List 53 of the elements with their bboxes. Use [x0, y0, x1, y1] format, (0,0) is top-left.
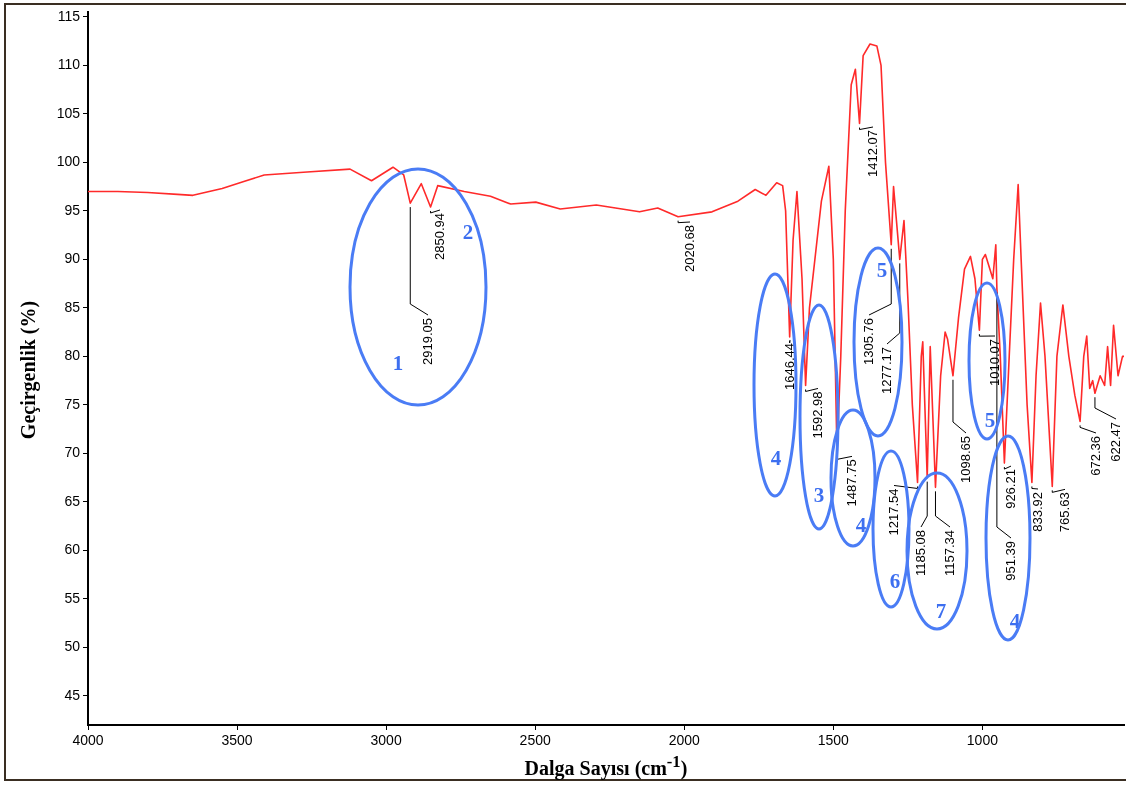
annotation: 1487.75 [843, 459, 859, 507]
x-tick-label: 1000 [966, 732, 999, 749]
annotation: 1217.54 [885, 488, 901, 536]
annotation: 5 [876, 258, 888, 283]
annotation: 6 [889, 569, 901, 594]
annotation: 622.47 [1107, 422, 1123, 462]
x-tick-label: 2500 [519, 732, 551, 749]
annotation: 1646.44 [781, 342, 797, 390]
x-tick-label: 3500 [221, 732, 253, 749]
annotation: 672.36 [1087, 436, 1103, 476]
y-tick-label: 90 [64, 250, 81, 267]
x-tick-label: 2000 [668, 732, 701, 749]
y-tick-label: 45 [64, 686, 81, 703]
y-tick-label: 80 [64, 347, 81, 364]
annotation: 1098.65 [957, 436, 973, 483]
y-tick-label: 105 [56, 104, 81, 121]
y-tick-label: 70 [64, 444, 81, 461]
x-axis-title: Dalga Sayısı (cm$^{-1}$) [523, 752, 689, 780]
annotation: 4 [855, 513, 867, 538]
x-tick-label: 3000 [370, 732, 402, 749]
annotation: 1010.07 [986, 339, 1002, 386]
annotation: 1157.34 [941, 530, 957, 577]
annotation: 951.39 [1002, 541, 1018, 581]
annotation: 1 [392, 351, 404, 376]
annotation: 1277.17 [878, 347, 894, 394]
y-tick-label: 60 [64, 541, 81, 558]
y-tick-label: 95 [64, 201, 81, 218]
annotation: 1592.98 [809, 391, 825, 439]
annotation: 7 [935, 599, 947, 624]
annotation: 1412.07 [864, 130, 880, 177]
annotation: 2850.94 [431, 212, 447, 260]
annotation: 765.63 [1056, 492, 1072, 533]
y-tick-label: 100 [56, 153, 81, 170]
y-tick-label: 75 [64, 395, 81, 412]
y-tick-label: 65 [64, 492, 81, 509]
x-tick-label: 4000 [72, 732, 104, 749]
annotation: 3 [813, 483, 825, 508]
y-tick-label: 55 [64, 589, 81, 606]
annotation: 1305.76 [860, 318, 876, 365]
annotation: 5 [984, 408, 996, 433]
x-tick-label: 1500 [817, 732, 850, 749]
annotation: 2 [462, 220, 474, 245]
annotation: 926.21 [1002, 469, 1018, 509]
y-tick-label: 110 [57, 56, 81, 73]
annotation: 4 [770, 446, 782, 471]
y-axis-title: Geçirgenlik (%) [16, 300, 40, 440]
annotation: 2919.05 [419, 318, 435, 365]
y-tick-label: 50 [64, 638, 81, 655]
annotation: 833.92 [1029, 492, 1045, 532]
y-tick-label: 85 [64, 298, 81, 315]
annotation: 1185.08 [912, 530, 928, 577]
annotation: 2020.68 [681, 225, 697, 272]
y-tick-label: 115 [57, 7, 81, 24]
